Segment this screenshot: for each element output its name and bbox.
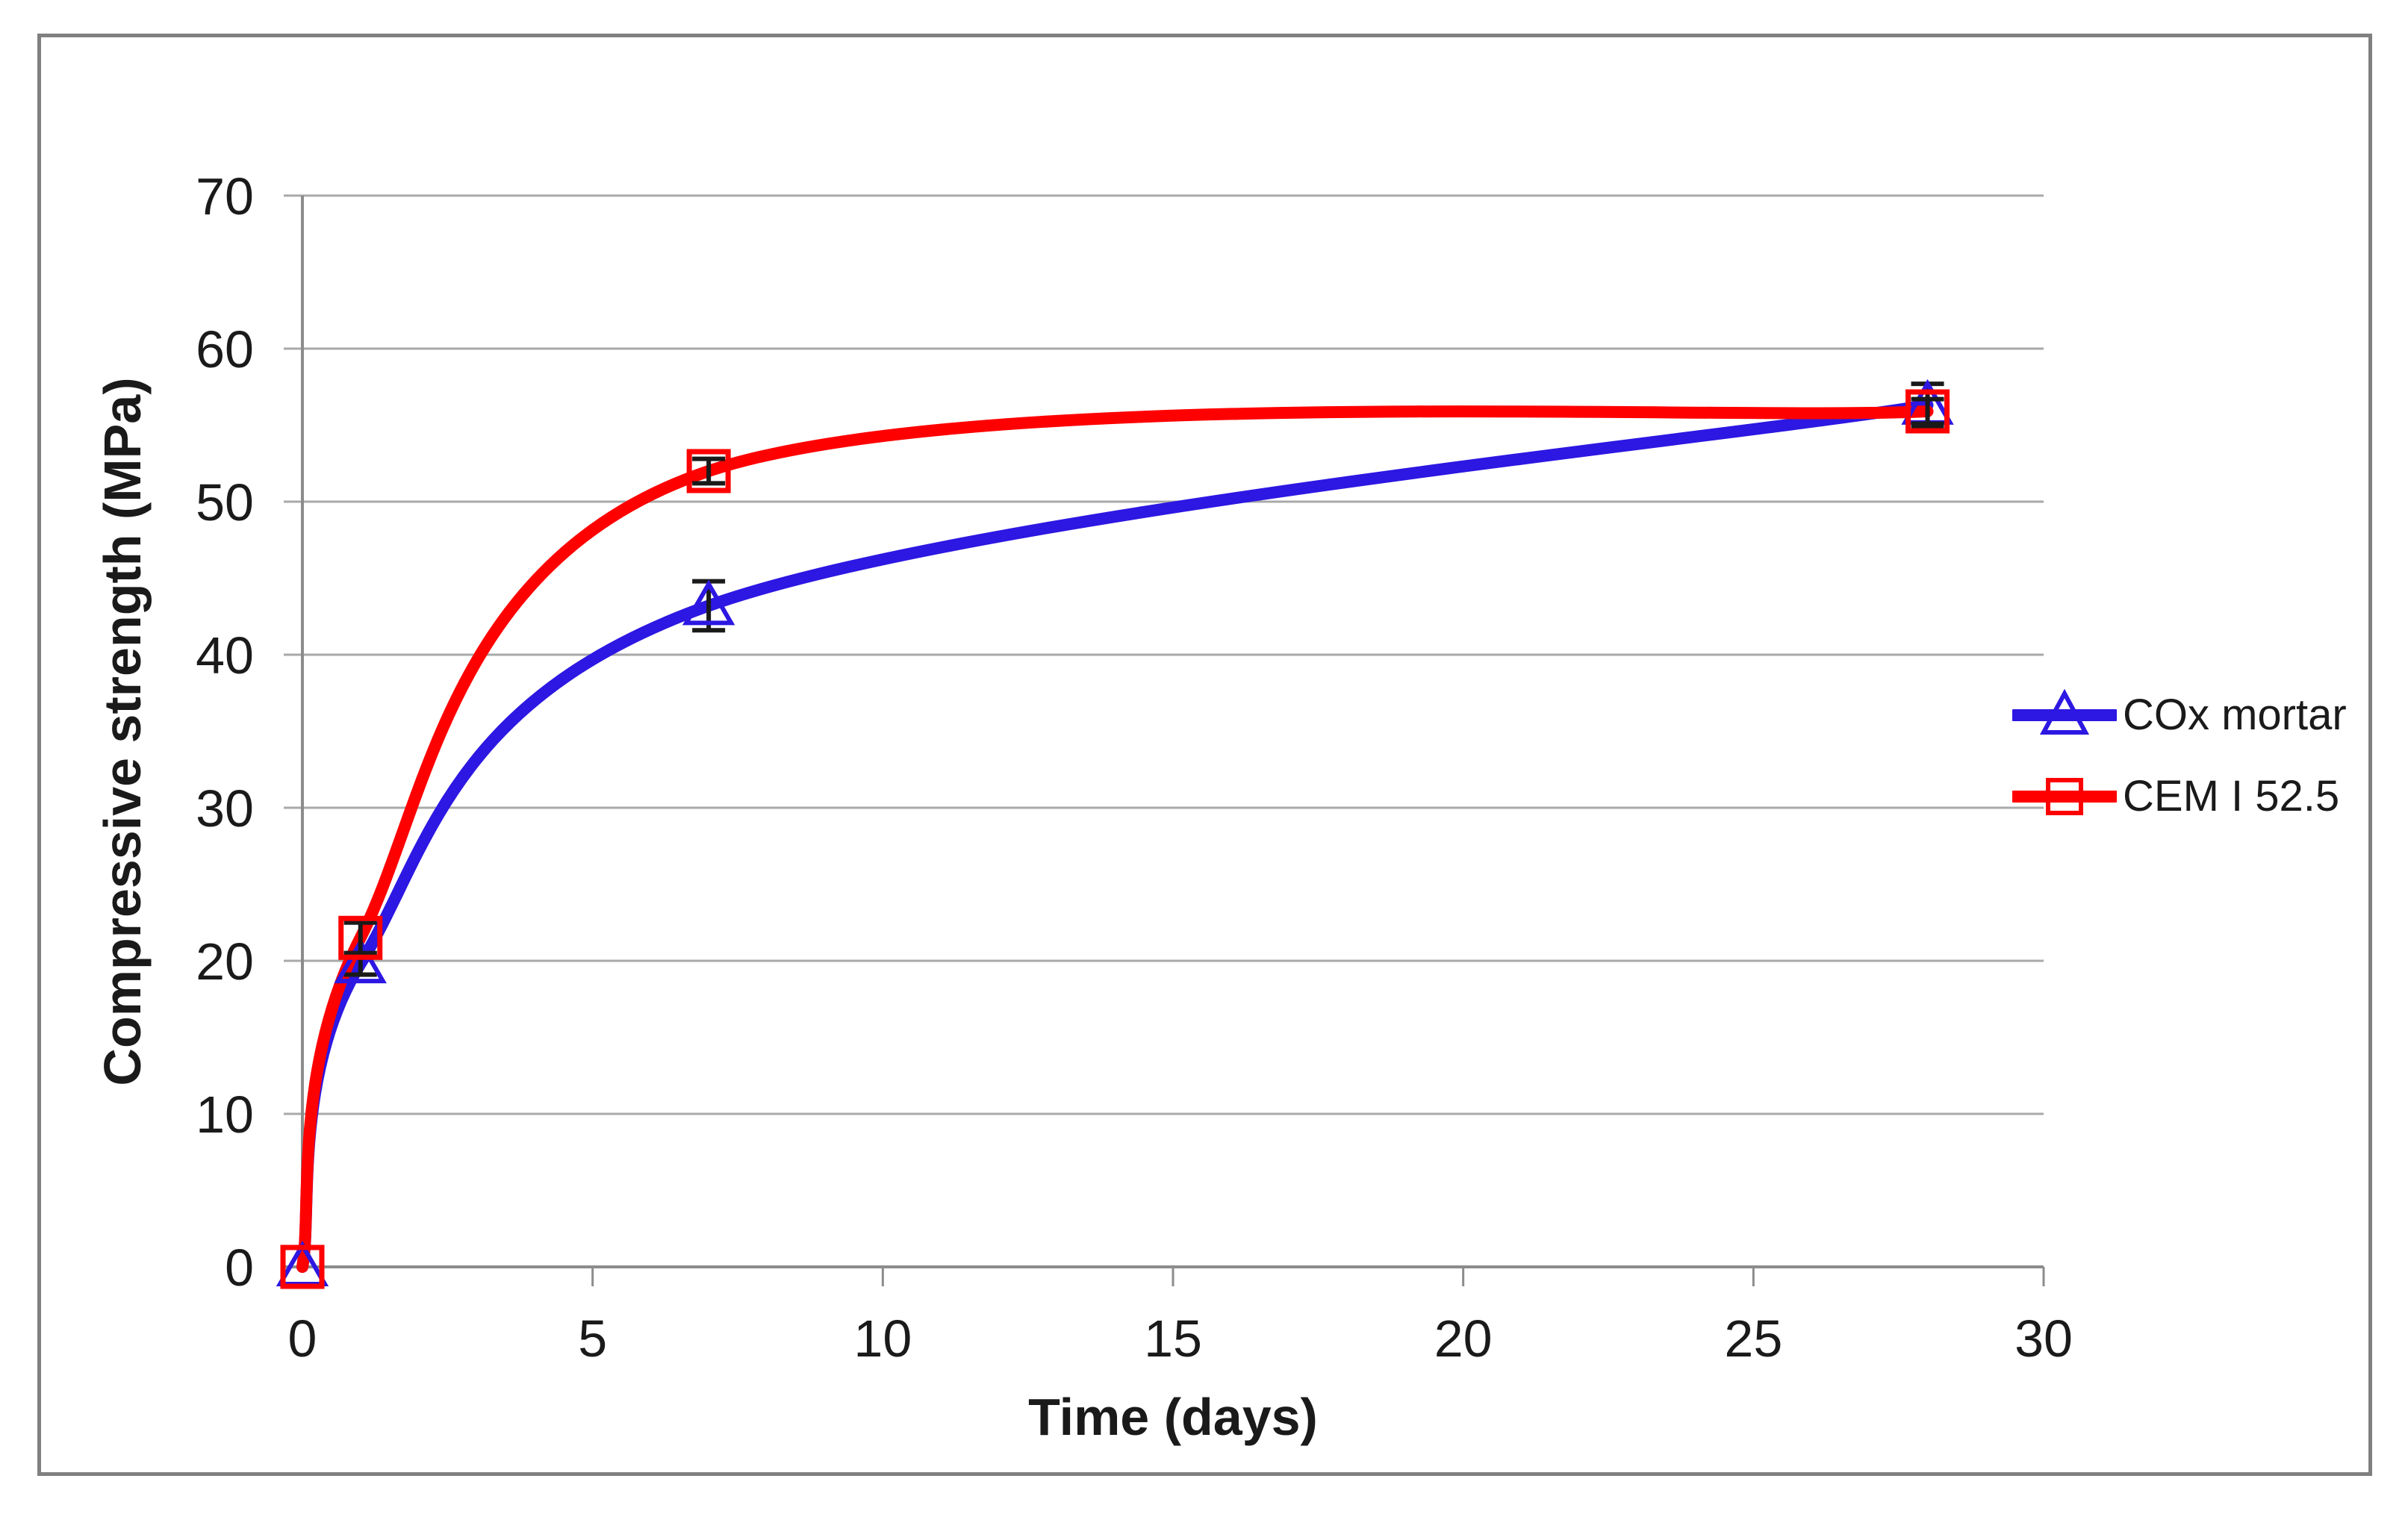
svg-text:30: 30: [2015, 1309, 2073, 1368]
svg-text:10: 10: [196, 1085, 254, 1144]
svg-text:10: 10: [853, 1309, 912, 1368]
svg-text:0: 0: [288, 1309, 317, 1368]
svg-text:50: 50: [196, 473, 254, 532]
svg-text:40: 40: [196, 626, 254, 685]
legend-label-cem: CEM I 52.5: [2123, 772, 2340, 820]
svg-text:70: 70: [196, 167, 254, 225]
legend-marker-cem: [2012, 778, 2117, 815]
legend: COx mortar CEM I 52.5: [2012, 689, 2347, 823]
svg-text:5: 5: [578, 1309, 607, 1368]
y-axis-title: Compressive strength (MPa): [93, 377, 152, 1086]
svg-text:60: 60: [196, 320, 254, 378]
legend-item-cem: CEM I 52.5: [2012, 770, 2347, 823]
svg-text:0: 0: [225, 1239, 254, 1297]
svg-text:15: 15: [1144, 1309, 1202, 1368]
legend-label-cox-mortar: COx mortar: [2123, 691, 2347, 739]
legend-item-cox-mortar: COx mortar: [2012, 689, 2347, 741]
triangle-marker-icon: [2039, 689, 2090, 735]
svg-text:20: 20: [196, 932, 254, 991]
square-marker-icon: [2046, 778, 2083, 815]
legend-marker-cox-mortar: [2012, 689, 2117, 735]
svg-text:20: 20: [1434, 1309, 1493, 1368]
x-axis-title: Time (days): [1028, 1388, 1318, 1446]
svg-text:30: 30: [196, 779, 254, 838]
svg-text:25: 25: [1724, 1309, 1782, 1368]
